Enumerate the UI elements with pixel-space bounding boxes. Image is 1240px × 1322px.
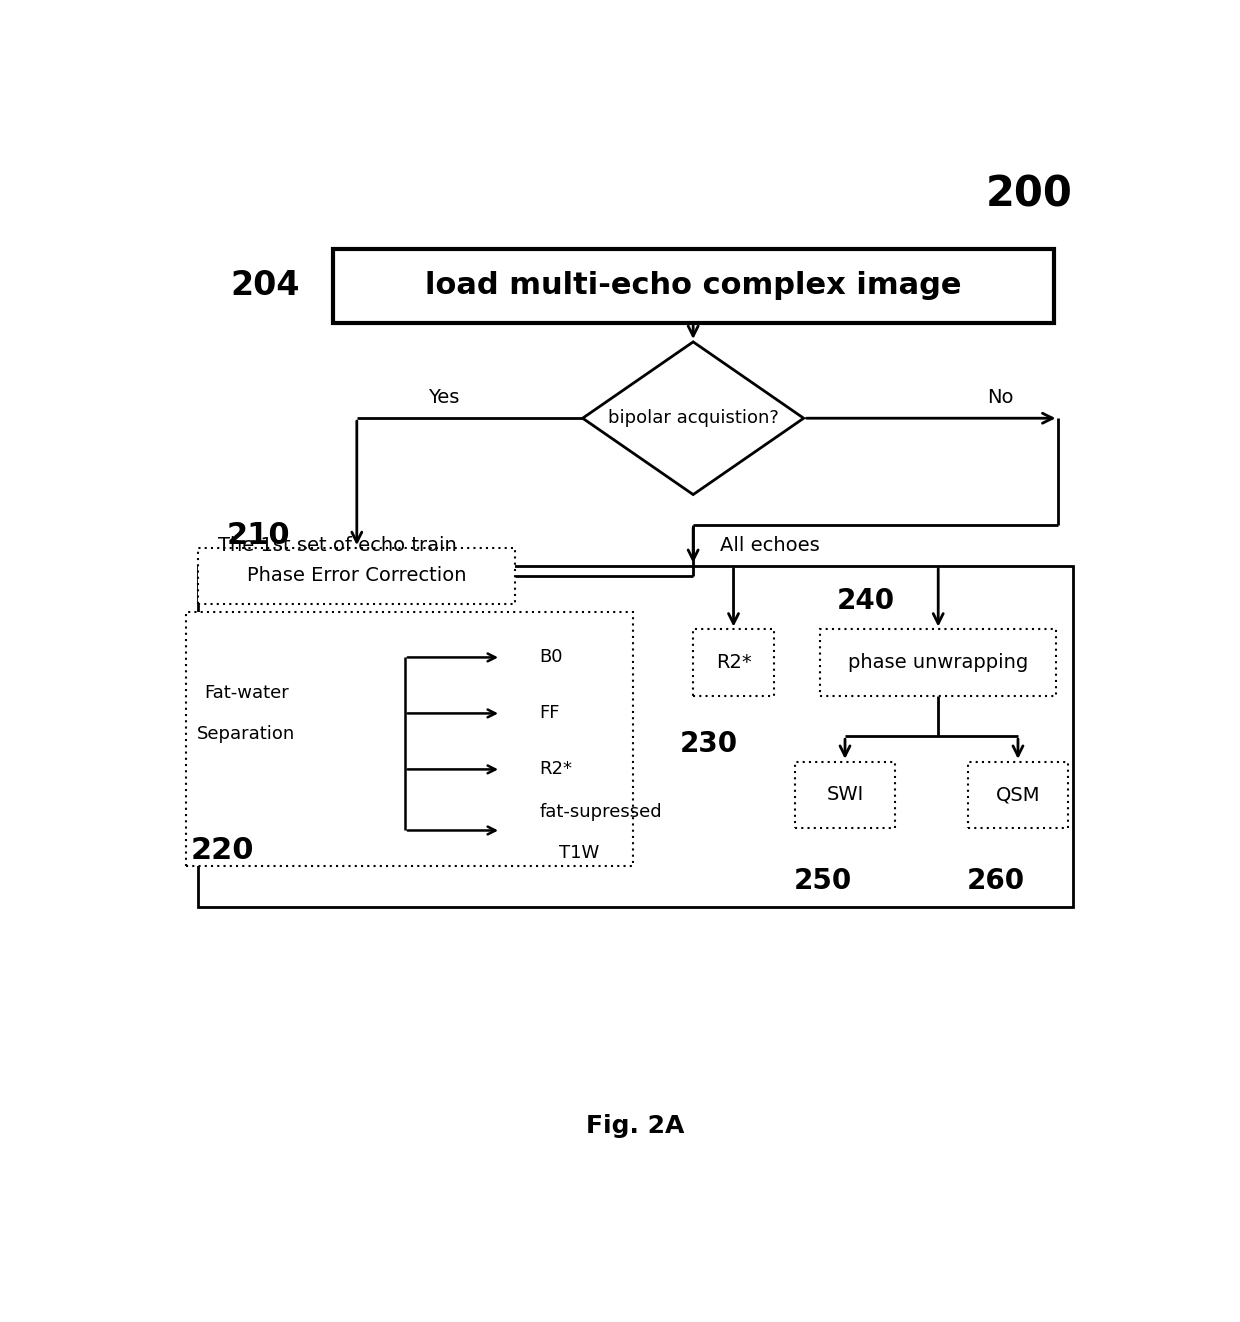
Text: 250: 250 <box>794 867 852 895</box>
Text: No: No <box>987 389 1014 407</box>
Text: R2*: R2* <box>539 760 573 779</box>
Text: All echoes: All echoes <box>720 535 820 555</box>
FancyBboxPatch shape <box>693 629 774 695</box>
Text: bipolar acquistion?: bipolar acquistion? <box>608 410 779 427</box>
Text: phase unwrapping: phase unwrapping <box>848 653 1028 672</box>
Text: B0: B0 <box>539 648 563 666</box>
Text: 220: 220 <box>191 837 254 866</box>
Text: 260: 260 <box>967 867 1025 895</box>
FancyBboxPatch shape <box>198 549 516 604</box>
Text: 204: 204 <box>231 270 300 303</box>
Polygon shape <box>583 342 804 494</box>
Text: Separation: Separation <box>197 724 295 743</box>
Text: load multi-echo complex image: load multi-echo complex image <box>425 271 961 300</box>
FancyBboxPatch shape <box>186 612 634 866</box>
Text: Fat-water: Fat-water <box>203 683 289 702</box>
Text: SWI: SWI <box>826 785 863 804</box>
Text: QSM: QSM <box>996 785 1040 804</box>
Text: R2*: R2* <box>715 653 751 672</box>
Text: 240: 240 <box>837 587 895 616</box>
FancyBboxPatch shape <box>198 566 1073 907</box>
Text: fat-supressed: fat-supressed <box>539 804 662 821</box>
Text: 230: 230 <box>680 730 738 758</box>
FancyBboxPatch shape <box>795 761 895 828</box>
Text: The 1st set of echo train: The 1st set of echo train <box>218 535 458 555</box>
Text: T1W: T1W <box>559 843 599 862</box>
Text: Phase Error Correction: Phase Error Correction <box>247 567 466 586</box>
Text: 200: 200 <box>986 173 1073 215</box>
Text: FF: FF <box>539 705 560 722</box>
Text: 210: 210 <box>227 521 290 550</box>
FancyBboxPatch shape <box>332 250 1054 323</box>
FancyBboxPatch shape <box>967 761 1069 828</box>
Text: Yes: Yes <box>428 389 459 407</box>
FancyBboxPatch shape <box>821 629 1056 695</box>
Text: Fig. 2A: Fig. 2A <box>587 1113 684 1138</box>
